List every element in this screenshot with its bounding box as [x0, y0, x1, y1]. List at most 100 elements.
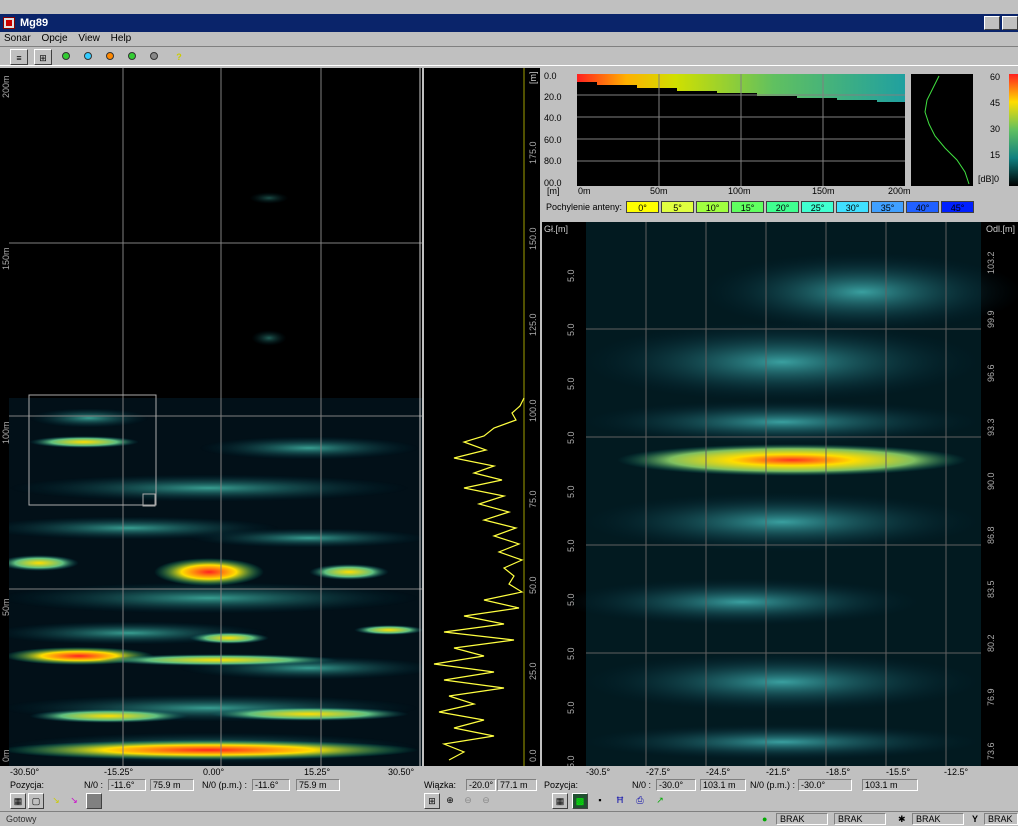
grid-icon-right[interactable]: ▦: [552, 793, 568, 809]
left-x-tick: 30.50°: [388, 767, 415, 777]
export-icon[interactable]: ⊞: [34, 49, 52, 65]
marker-icon[interactable]: ↘: [48, 793, 64, 809]
toolbar: ≡ ⊞ ?: [0, 46, 1018, 66]
histogram-icon[interactable]: Ħ: [612, 793, 628, 809]
stop-icon[interactable]: [86, 793, 102, 809]
no-dist-left: 75.9 m: [150, 779, 194, 791]
window-title: Mg89: [20, 17, 49, 29]
no-dist-right: 103.1 m: [700, 779, 746, 791]
minimize-button[interactable]: [984, 16, 1000, 30]
depth-header: Gł.[m]: [544, 224, 568, 234]
dist-tick: 93.3: [986, 418, 996, 436]
section-x-tick: 100m: [728, 186, 751, 196]
green-dot-icon[interactable]: [128, 52, 136, 60]
status-field: BRAK: [912, 813, 964, 825]
sonar-zoom-view[interactable]: Gł.[m] Odl.[m] 5.0 5.0 5.0 5.0 5.0 5.0 5.0 5.0 5…: [542, 222, 1018, 766]
colorbar-tick: [dB]0: [978, 174, 1000, 184]
profile-tick: 0.0: [528, 749, 538, 762]
beam-label: Wiązka:: [424, 780, 457, 790]
menu-view[interactable]: View: [78, 33, 100, 44]
right-x-tick: -24.5°: [706, 767, 731, 777]
profile-tick: 25.0: [528, 662, 538, 680]
beam-angle: -20.0°: [466, 779, 496, 791]
depth-tick: 5.0: [566, 755, 576, 766]
depth-tick: 5.0: [566, 269, 576, 282]
orange-dot-icon[interactable]: [106, 52, 114, 60]
menu-help[interactable]: Help: [110, 33, 132, 44]
no-angle-right: -30.0°: [656, 779, 696, 791]
help-question-icon[interactable]: ?: [176, 52, 182, 62]
tilt-button[interactable]: 30°: [836, 201, 869, 213]
sonar-mode-icon[interactable]: ≡: [10, 49, 28, 65]
menu-bar: Sonar Opcje View Help: [0, 32, 1018, 46]
tilt-selector: 0° 5° 10° 15° 20° 25° 30° 35° 40° 45°: [626, 201, 986, 213]
section-x-tick: 150m: [812, 186, 835, 196]
dist-tick: 86.8: [986, 526, 996, 544]
menu-sonar[interactable]: Sonar: [4, 33, 31, 44]
export-right-icon[interactable]: ↗: [652, 793, 668, 809]
zoom-handle: [142, 493, 156, 507]
section-x-tick: 0m: [578, 186, 591, 196]
depth-profile-panel[interactable]: [m] 175.0 150.0 125.0 100.0 75.0 50.0 25…: [422, 68, 540, 766]
layers-icon[interactable]: ▪: [592, 793, 608, 809]
dist-tick: 80.2: [986, 634, 996, 652]
grid-icon[interactable]: ▦: [10, 793, 26, 809]
pos-label-right: Pozycja:: [544, 780, 579, 790]
tilt-button[interactable]: 35°: [871, 201, 904, 213]
section-plot[interactable]: [577, 74, 905, 186]
pos-label-left: Pozycja:: [10, 780, 45, 790]
status-field: BRAK: [984, 813, 1018, 825]
tilt-button[interactable]: 5°: [661, 201, 694, 213]
left-x-tick: 15.25°: [304, 767, 331, 777]
palette-icon[interactable]: [62, 52, 70, 60]
tilt-button[interactable]: 20°: [766, 201, 799, 213]
window-icon[interactable]: ▢: [28, 793, 44, 809]
colorbar-tick: 30: [990, 124, 1001, 134]
tilt-button[interactable]: 40°: [906, 201, 939, 213]
image-icon[interactable]: ▩: [572, 793, 588, 809]
dist-tick: 73.6: [986, 742, 996, 760]
marker2-icon[interactable]: ↘: [66, 793, 82, 809]
profile-plot: [433, 68, 525, 766]
right-x-tick: -21.5°: [766, 767, 791, 777]
no-label-right: N/0 :: [632, 780, 652, 790]
depth-tick: 5.0: [566, 539, 576, 552]
right-x-tick: -12.5°: [944, 767, 969, 777]
zoom-in-icon[interactable]: ⊕: [442, 793, 458, 809]
gray-dot-icon[interactable]: [150, 52, 158, 60]
dist-tick: 103.2: [986, 251, 996, 274]
depth-tick: 5.0: [566, 647, 576, 660]
tilt-button[interactable]: 15°: [731, 201, 764, 213]
y-label: Y: [972, 814, 979, 824]
section-y-tick: 40.0: [544, 113, 562, 123]
section-y-tick: 0.0: [544, 71, 557, 81]
maximize-button[interactable]: [1002, 16, 1018, 30]
sonar-fan-view[interactable]: [9, 68, 422, 766]
cyan-dot-icon[interactable]: [84, 52, 92, 60]
tilt-button[interactable]: 0°: [626, 201, 659, 213]
section-unit: [m]: [547, 186, 560, 196]
left-x-tick: -30.50°: [10, 767, 40, 777]
tilt-button[interactable]: 25°: [801, 201, 834, 213]
tilt-button[interactable]: 45°: [941, 201, 974, 213]
depth-tick: 5.0: [566, 593, 576, 606]
menu-opcje[interactable]: Opcje: [41, 33, 68, 44]
depth-tick: 5.0: [566, 431, 576, 444]
nopm-label-left: N/0 (p.m.) :: [202, 780, 248, 790]
colorbar-tick: 45: [990, 98, 1001, 108]
nopm-label-right: N/0 (p.m.) :: [750, 780, 796, 790]
profile-tick: 125.0: [528, 313, 538, 336]
zoom-grid-icon[interactable]: ⊞: [424, 793, 440, 809]
zoom-reset-icon[interactable]: ⊖: [478, 793, 494, 809]
title-bar: Mg89: [0, 14, 1018, 32]
tilt-label: Pochylenie anteny:: [546, 202, 623, 212]
section-y-tick: 80.0: [544, 156, 562, 166]
section-y-tick: 20.0: [544, 92, 562, 102]
nopm-dist-right: 103.1 m: [862, 779, 918, 791]
tilt-button[interactable]: 10°: [696, 201, 729, 213]
print-icon[interactable]: ⎙: [632, 793, 648, 809]
zoom-out-icon[interactable]: ⊖: [460, 793, 476, 809]
depth-tick: 5.0: [566, 323, 576, 336]
status-ready: Gotowy: [6, 814, 37, 824]
velocity-profile: [911, 74, 973, 186]
